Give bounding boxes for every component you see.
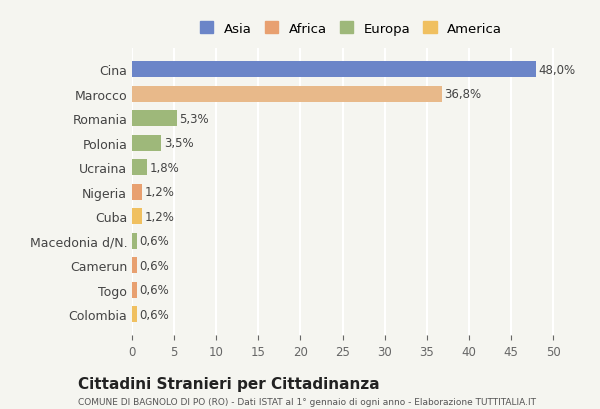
Bar: [132, 87, 442, 102]
Bar: [132, 160, 147, 176]
Bar: [132, 111, 176, 127]
Bar: [132, 306, 137, 322]
Text: 1,8%: 1,8%: [149, 161, 179, 174]
Bar: [132, 184, 142, 200]
Text: 36,8%: 36,8%: [445, 88, 482, 101]
Text: 0,6%: 0,6%: [140, 308, 169, 321]
Text: 0,6%: 0,6%: [140, 259, 169, 272]
Bar: [132, 282, 137, 298]
Text: 0,6%: 0,6%: [140, 283, 169, 297]
Text: 3,5%: 3,5%: [164, 137, 194, 150]
Text: Cittadini Stranieri per Cittadinanza: Cittadini Stranieri per Cittadinanza: [78, 376, 380, 391]
Text: COMUNE DI BAGNOLO DI PO (RO) - Dati ISTAT al 1° gennaio di ogni anno - Elaborazi: COMUNE DI BAGNOLO DI PO (RO) - Dati ISTA…: [78, 397, 536, 406]
Text: 1,2%: 1,2%: [145, 210, 175, 223]
Text: 1,2%: 1,2%: [145, 186, 175, 199]
Bar: [132, 233, 137, 249]
Text: 0,6%: 0,6%: [140, 235, 169, 247]
Bar: [132, 258, 137, 274]
Bar: [132, 135, 161, 151]
Text: 48,0%: 48,0%: [539, 63, 576, 76]
Bar: [132, 209, 142, 225]
Bar: [132, 62, 536, 78]
Text: 5,3%: 5,3%: [179, 112, 209, 126]
Legend: Asia, Africa, Europa, America: Asia, Africa, Europa, America: [196, 18, 506, 40]
